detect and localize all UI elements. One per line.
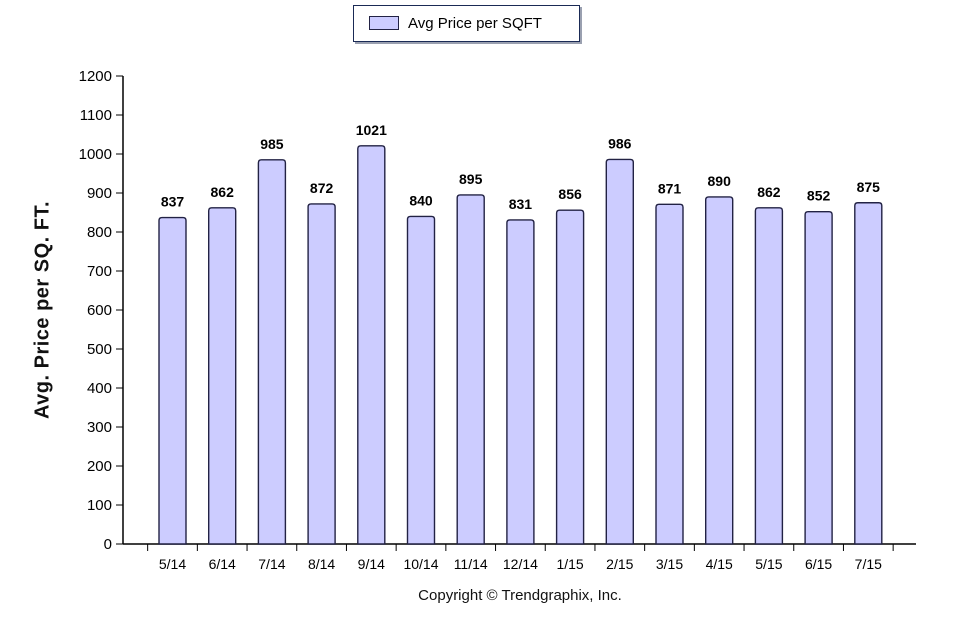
x-tick-label: 5/15 (755, 556, 782, 572)
y-tick-label: 100 (87, 497, 112, 514)
data-label: 837 (161, 194, 185, 210)
bar (506, 219, 535, 545)
data-label: 862 (211, 184, 235, 200)
x-tick-label: 1/15 (556, 556, 583, 572)
data-label: 852 (807, 188, 831, 204)
data-label: 871 (658, 180, 682, 196)
bar (705, 196, 734, 545)
legend-swatch (369, 16, 399, 30)
y-tick-label: 500 (87, 341, 112, 358)
x-tick-label: 7/15 (855, 556, 882, 572)
x-tick-label: 8/14 (308, 556, 335, 572)
bar (257, 159, 287, 545)
bar (456, 194, 485, 545)
legend: Avg Price per SQFT (353, 5, 580, 42)
bar (555, 209, 585, 545)
bar (804, 211, 833, 545)
data-label: 895 (459, 171, 483, 187)
y-tick-label: 800 (87, 224, 112, 241)
bar (605, 158, 634, 545)
data-label: 985 (260, 136, 284, 152)
bar (406, 215, 436, 545)
y-tick-label: 400 (87, 380, 112, 397)
x-tick-label: 5/14 (159, 556, 186, 572)
y-tick-label: 900 (87, 185, 112, 202)
x-tick-label: 10/14 (403, 556, 438, 572)
x-tick-label: 11/14 (454, 556, 488, 572)
data-label: 862 (757, 184, 781, 200)
x-tick-label: 3/15 (656, 556, 683, 572)
x-tick-label: 4/15 (706, 556, 733, 572)
bar (307, 203, 336, 545)
data-label: 1021 (356, 122, 387, 138)
data-label: 875 (857, 179, 881, 195)
x-tick-label: 6/15 (805, 556, 832, 572)
bar (754, 207, 784, 545)
data-label: 890 (708, 173, 732, 189)
legend-label: Avg Price per SQFT (408, 15, 542, 32)
bar (208, 207, 237, 545)
y-tick-label: 1000 (79, 146, 112, 163)
x-tick-label: 12/14 (503, 556, 538, 572)
y-tick-label: 600 (87, 302, 112, 319)
x-tick-label: 9/14 (358, 556, 385, 572)
y-tick-label: 300 (87, 419, 112, 436)
bar (655, 203, 684, 545)
y-tick-label: 0 (104, 536, 112, 553)
y-tick-label: 1100 (80, 107, 112, 124)
data-label: 831 (509, 196, 533, 212)
x-tick-label: 6/14 (209, 556, 236, 572)
data-label: 856 (558, 186, 582, 202)
y-tick-label: 200 (87, 458, 112, 475)
x-tick-label: 2/15 (606, 556, 633, 572)
data-label: 986 (608, 135, 632, 151)
bar (854, 202, 883, 545)
bar (357, 145, 386, 545)
y-tick-label: 700 (87, 263, 112, 280)
data-label: 840 (409, 192, 433, 208)
y-tick-label: 1200 (79, 68, 112, 85)
data-label: 872 (310, 180, 334, 196)
bar (158, 216, 187, 545)
x-tick-label: 7/14 (258, 556, 285, 572)
copyright-text: Copyright © Trendgraphix, Inc. (418, 587, 622, 604)
